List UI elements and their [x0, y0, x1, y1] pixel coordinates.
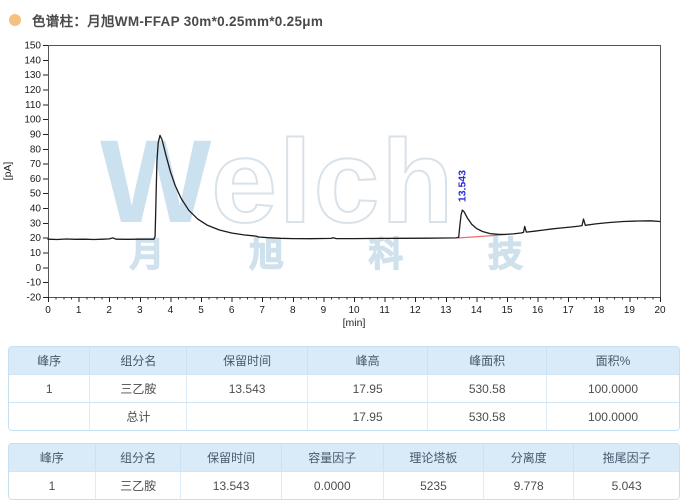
y-tick-label: 100: [24, 115, 41, 126]
x-tick-label: 8: [290, 305, 296, 316]
x-tick-label: 3: [137, 305, 143, 316]
y-tick-label: 30: [30, 218, 42, 229]
y-tick-label: 130: [24, 70, 41, 81]
y-tick-label: 70: [30, 159, 42, 170]
column-header: 理论塔板: [382, 444, 484, 471]
x-tick-label: 20: [654, 305, 666, 316]
x-tick-label: 6: [229, 305, 235, 316]
table-cell: 5.043: [573, 471, 679, 499]
y-tick-label: 50: [30, 189, 42, 200]
column-spec-title: 色谱柱：月旭WM-FFAP 30m*0.25mm*0.25μm: [32, 14, 324, 29]
y-tick-label: 150: [24, 41, 41, 52]
table-cell: 总计: [89, 402, 187, 430]
table-cell: 100.0000: [545, 374, 679, 402]
table-cell: 1: [9, 374, 90, 402]
system-suitability-table: 峰序 组分名 保留时间 容量因子 理论塔板 分离度 拖尾因子 1 三乙胺 13.543 0.0000…: [8, 443, 680, 500]
x-tick-label: 16: [532, 305, 544, 316]
y-tick-label: -20: [27, 293, 42, 304]
x-tick-label: 1: [76, 305, 82, 316]
x-tick-label: 5: [198, 305, 204, 316]
x-tick-label: 19: [624, 305, 636, 316]
bullet-icon: [9, 14, 21, 26]
table-cell: [9, 402, 90, 430]
y-tick-label: -10: [27, 278, 42, 289]
y-tick-label: 90: [30, 129, 42, 140]
table-cell: 530.58: [427, 402, 546, 430]
y-tick-label: 10: [30, 248, 42, 259]
y-tick-label: 80: [30, 144, 42, 155]
report-header: 色谱柱：月旭WM-FFAP 30m*0.25mm*0.25μm: [0, 0, 688, 33]
x-tick-label: 15: [501, 305, 513, 316]
column-header: 组分名: [89, 347, 187, 374]
x-tick-label: 11: [379, 305, 390, 316]
table-row: 1 三乙胺 13.543 0.0000 5235 9.778 5.043: [9, 471, 679, 499]
peak-results-table: 峰序 组分名 保留时间 峰高 峰面积 面积% 1 三乙胺 13.543 17.95 530.58 10…: [8, 346, 680, 431]
table-cell: 9.778: [483, 471, 574, 499]
table-cell: [186, 402, 307, 430]
x-tick-label: 4: [168, 305, 174, 316]
column-header: 峰序: [9, 347, 90, 374]
table-cell: 17.95: [306, 374, 428, 402]
x-tick-label: 9: [321, 305, 327, 316]
column-header: 保留时间: [180, 444, 281, 471]
x-tick-label: 10: [348, 305, 360, 316]
table-cell: 0.0000: [280, 471, 383, 499]
plot-frame: [48, 45, 661, 298]
column-header: 峰高: [306, 347, 428, 374]
y-tick-label: 60: [30, 174, 42, 185]
signal-trace: [47, 134, 661, 241]
table-row: 总计 17.95 530.58 100.0000: [9, 402, 679, 430]
y-tick-label: 0: [35, 263, 41, 274]
table-cell: 三乙胺: [94, 471, 181, 499]
x-tick-label: 7: [259, 305, 265, 316]
table-cell: 13.543: [180, 471, 281, 499]
column-header: 分离度: [483, 444, 574, 471]
table-cell: 530.58: [427, 374, 546, 402]
x-tick-label: 12: [410, 305, 422, 316]
table-header-row: 峰序 组分名 保留时间 容量因子 理论塔板 分离度 拖尾因子: [9, 444, 679, 471]
table-cell: 5235: [382, 471, 484, 499]
column-header: 保留时间: [186, 347, 307, 374]
table-cell: 17.95: [306, 402, 428, 430]
table-cell: 13.543: [186, 374, 307, 402]
y-tick-label: 120: [24, 85, 41, 96]
x-axis-title: [min]: [343, 317, 366, 329]
x-tick-label: 13: [440, 305, 452, 316]
chromatogram-svg: -20-100102030405060708090100110120130140…: [2, 41, 666, 330]
column-header: 容量因子: [280, 444, 383, 471]
y-axis-title: [pA]: [2, 162, 14, 181]
table-cell: 三乙胺: [89, 374, 187, 402]
column-header: 拖尾因子: [573, 444, 679, 471]
table-row: 1 三乙胺 13.543 17.95 530.58 100.0000: [9, 374, 679, 402]
x-tick-label: 0: [45, 305, 51, 316]
table-header-row: 峰序 组分名 保留时间 峰高 峰面积 面积%: [9, 347, 679, 374]
integration-baseline: [458, 233, 506, 239]
y-tick-label: 40: [30, 204, 42, 215]
x-tick-label: 2: [106, 305, 112, 316]
column-header: 峰序: [9, 444, 95, 471]
table-cell: 1: [9, 471, 95, 499]
x-tick-label: 17: [563, 305, 575, 316]
column-header: 峰面积: [427, 347, 546, 374]
column-header: 组分名: [94, 444, 181, 471]
x-tick-label: 14: [471, 305, 483, 316]
x-tick-label: 18: [593, 305, 605, 316]
retention-time-label: 13.543: [456, 170, 468, 202]
y-tick-label: 140: [24, 55, 41, 66]
column-header: 面积%: [545, 347, 679, 374]
y-tick-label: 20: [30, 233, 42, 244]
chromatogram-chart: Welch 月 旭 科 技 -20 -10 0 10 20 30 40 50 60 70 80 90 1…: [0, 33, 688, 333]
table-cell: 100.0000: [545, 402, 679, 430]
y-tick-label: 110: [25, 100, 41, 111]
